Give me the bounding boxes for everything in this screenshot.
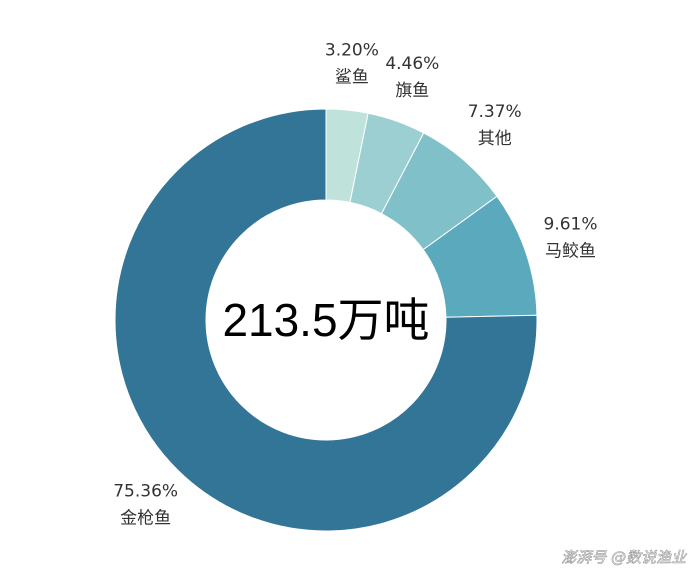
value-label: 4.46% — [385, 54, 439, 74]
center-total: 213.5万吨 — [222, 294, 429, 346]
category-label: 鲨鱼 — [335, 67, 369, 87]
category-label: 马鲛鱼 — [545, 242, 596, 262]
category-label: 旗鱼 — [395, 81, 429, 101]
watermark: 澎湃号 @数说渔业 — [561, 549, 687, 567]
value-label: 9.61% — [544, 215, 598, 235]
value-label: 7.37% — [468, 102, 522, 122]
donut-segment — [114, 108, 538, 532]
value-label: 3.20% — [325, 40, 379, 60]
category-label: 其他 — [478, 129, 512, 149]
value-label: 75.36% — [113, 481, 178, 501]
category-label: 金枪鱼 — [120, 508, 171, 528]
